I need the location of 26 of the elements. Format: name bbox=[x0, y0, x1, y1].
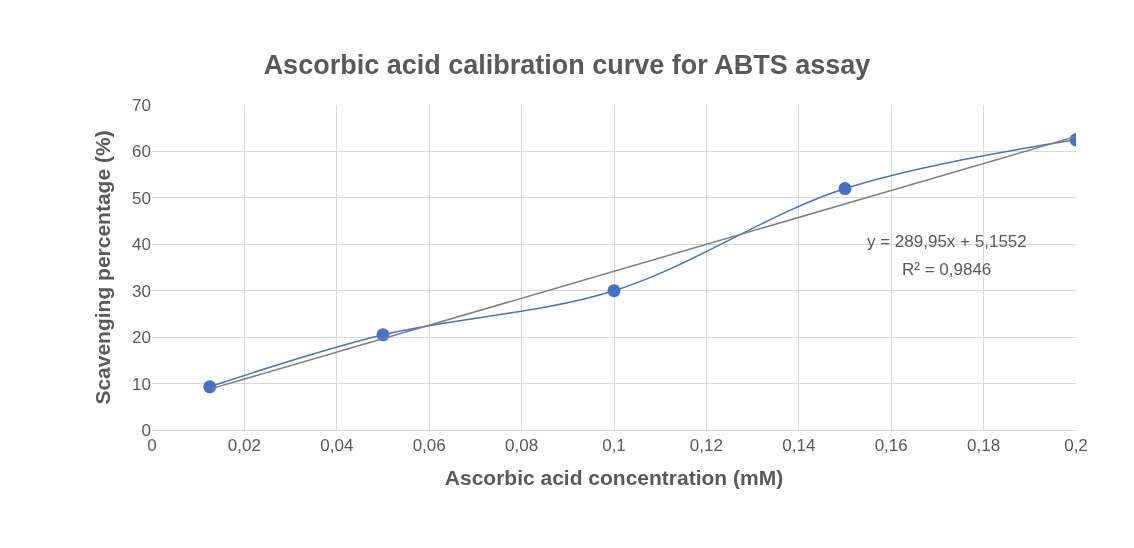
x-tick-label: 0,04 bbox=[320, 436, 354, 456]
x-tick-label: 0,12 bbox=[689, 436, 723, 456]
point bbox=[838, 182, 852, 196]
x-tick-label: 0,18 bbox=[967, 436, 1001, 456]
x-tick-label: 0,02 bbox=[227, 436, 261, 456]
chart-title: Ascorbic acid calibration curve for ABTS assay bbox=[263, 49, 871, 80]
annotation: R² = 0,9846 bbox=[902, 260, 992, 279]
y-tick-label: 0 bbox=[141, 420, 151, 440]
x-tick-label: 0,16 bbox=[874, 436, 908, 456]
annotation: y = 289,95x + 5,1552 bbox=[867, 232, 1027, 251]
x-tick-label: 0,14 bbox=[782, 436, 816, 456]
point bbox=[203, 380, 217, 394]
y-tick-label: 60 bbox=[132, 142, 151, 162]
y-tick-label: 20 bbox=[132, 328, 151, 348]
x-tick-label: 0,2 bbox=[1064, 436, 1088, 456]
point bbox=[607, 284, 621, 298]
x-tick-label: 0,1 bbox=[602, 436, 626, 456]
x-tick-label: 0,08 bbox=[505, 436, 539, 456]
x-tick-label: 0,06 bbox=[412, 436, 446, 456]
y-tick-label: 10 bbox=[132, 374, 151, 394]
y-tick-label: 30 bbox=[132, 281, 151, 301]
x-axis-title: Ascorbic acid concentration (mM) bbox=[444, 465, 784, 489]
y-tick-label: 50 bbox=[132, 188, 151, 208]
y-tick-label: 40 bbox=[132, 235, 151, 255]
y-tick-label: 70 bbox=[132, 95, 151, 115]
y-axis-title: Scavenging percentage (%) bbox=[91, 130, 115, 405]
